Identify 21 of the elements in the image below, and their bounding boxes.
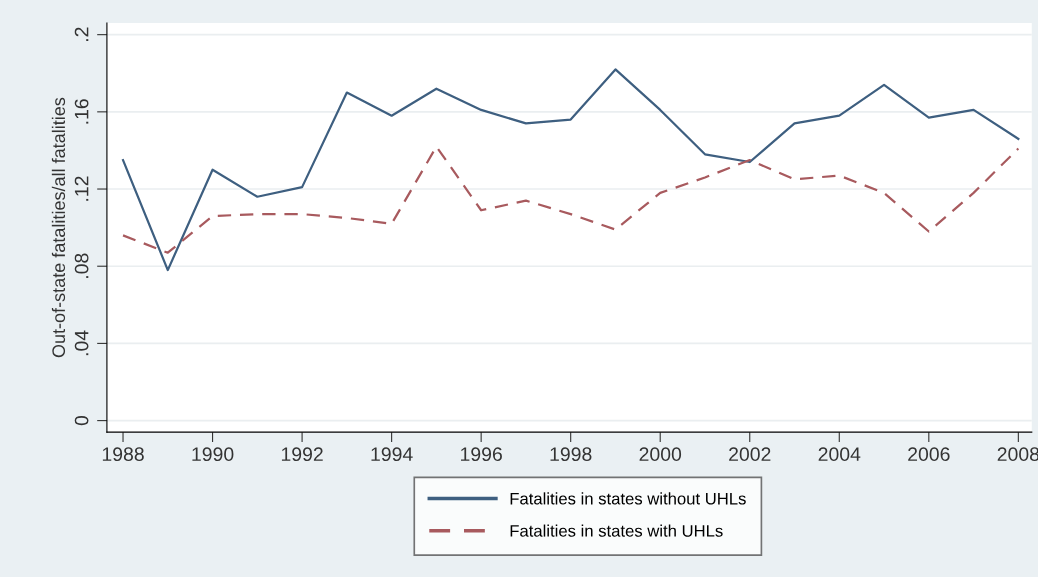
x-tick-label: 1988: [102, 447, 144, 462]
line-series: [121, 145, 1020, 254]
x-tick-label: 1990: [192, 447, 234, 462]
x-tick-label: 1998: [550, 447, 592, 462]
y-tick-label: .08: [74, 253, 89, 278]
y-tick-label: 0: [74, 415, 89, 426]
x-tick-label: 1992: [281, 447, 323, 462]
y-tick-label: .04: [74, 330, 89, 356]
x-tick-label: 1996: [461, 447, 502, 462]
x-tick-label: 2004: [818, 447, 861, 462]
y-tick-label: .2: [74, 27, 89, 41]
x-tick-label: 2006: [908, 447, 950, 462]
y-tick-label: .16: [74, 99, 89, 124]
x-tick-label: 2002: [729, 447, 771, 462]
x-tick-label: 1994: [371, 447, 413, 462]
legend-label: Fatalities in states with UHLs: [510, 524, 723, 537]
line-series: [121, 68, 1020, 272]
x-tick-label: 2000: [639, 447, 682, 462]
y-tick-label: .12: [74, 176, 89, 201]
y-axis-title: Out-of-state fatalities/all fatalities: [51, 97, 66, 358]
legend-label: Fatalities in states without UHLs: [510, 492, 746, 505]
